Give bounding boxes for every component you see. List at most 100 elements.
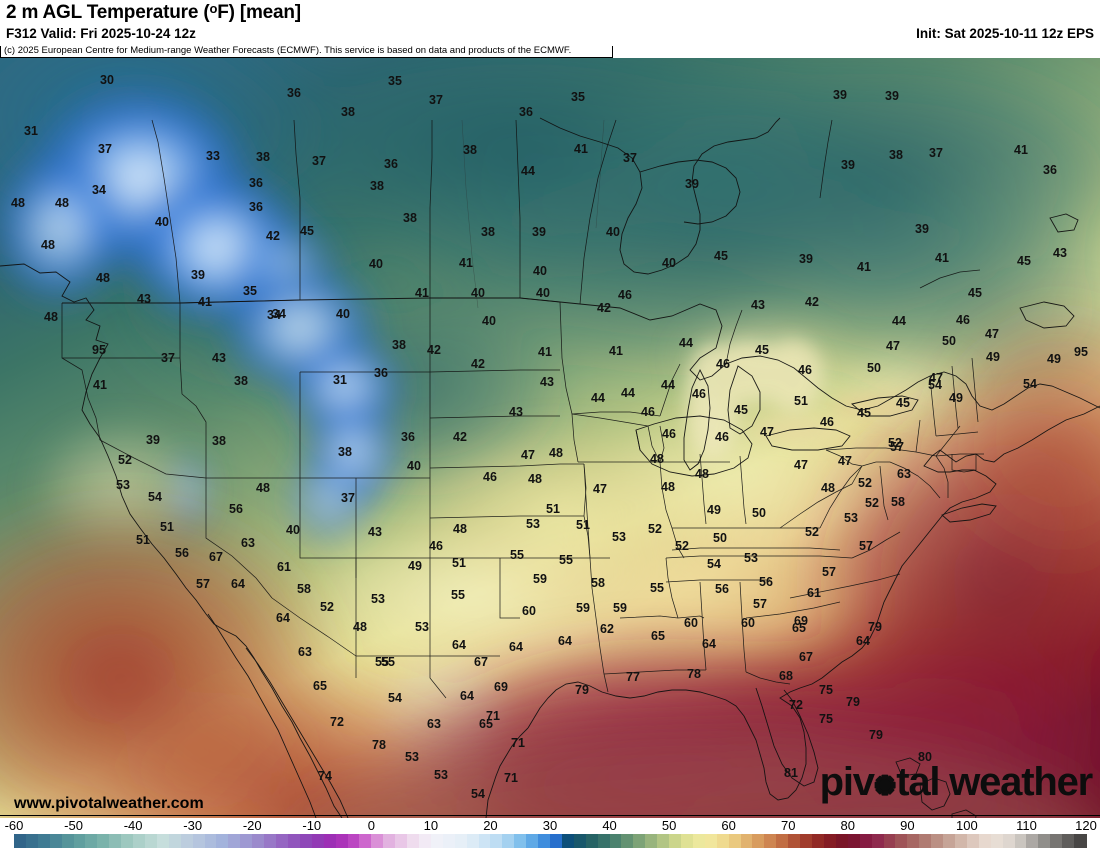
- colorbar-segment: [407, 834, 420, 848]
- colorbar-segment: [395, 834, 408, 848]
- colorbar[interactable]: -60 -50 -40 -30 -20 -10 0 10 20 30 40 50 60 70 80 90 100…: [0, 818, 1100, 850]
- colorbar-segment: [311, 834, 325, 848]
- great-lakes-tint: [686, 340, 916, 461]
- colorbar-segment: [228, 834, 241, 848]
- colorbar-segment: [609, 834, 623, 848]
- colorbar-segment: [276, 834, 289, 848]
- colorbar-tick-labels: -60 -50 -40 -30 -20 -10 0 10 20 30 40 50 60 70 80 90 100…: [0, 818, 1100, 833]
- colorbar-segment: [514, 834, 527, 848]
- colorbar-segment: [61, 834, 75, 848]
- colorbar-segment: [954, 834, 968, 848]
- page-title: 2 m AGL Temperature (oF) [mean]: [6, 1, 301, 24]
- newfoundland: [1019, 301, 1075, 329]
- colorbar-segment: [895, 834, 908, 848]
- colorbar-segment: [919, 834, 932, 848]
- degree-symbol: o: [209, 1, 218, 16]
- colorbar-tick: -30: [183, 818, 203, 833]
- colorbar-segment: [25, 834, 39, 848]
- colorbar-segment: [490, 834, 503, 848]
- brand-text-after: tal weather: [896, 760, 1093, 804]
- colorbar-tick: 50: [661, 818, 677, 833]
- colorbar-segment: [538, 834, 551, 848]
- colorbar-segment: [204, 834, 218, 848]
- colorbar-tick: 30: [542, 818, 558, 833]
- colorbar-segment: [216, 834, 230, 848]
- colorbar-segment: [299, 834, 313, 848]
- colorbar-segment: [823, 834, 837, 848]
- colorbar-segment: [764, 834, 777, 848]
- colorbar-tick: 90: [900, 818, 915, 833]
- colorbar-segment: [1074, 834, 1087, 848]
- map-canvas[interactable]: [0, 58, 1100, 818]
- lake-erie: [765, 427, 851, 451]
- texas-mexico-coast: [485, 727, 529, 818]
- colorbar-gradient[interactable]: [14, 834, 1087, 848]
- colorbar-segment: [669, 834, 682, 848]
- colorbar-segment: [871, 834, 885, 848]
- colorbar-segment: [681, 834, 694, 848]
- attribution-box: (c) 2025 European Centre for Medium-rang…: [0, 44, 613, 58]
- colorbar-segment: [14, 834, 27, 848]
- colorbar-segment: [442, 834, 456, 848]
- colorbar-segment: [943, 834, 956, 848]
- colorbar-segment: [1014, 834, 1028, 848]
- colorbar-segment: [418, 834, 432, 848]
- colorbar-segment: [812, 834, 825, 848]
- colorbar-tick: -50: [64, 818, 83, 833]
- colorbar-tick: 120: [1075, 818, 1097, 833]
- long-island: [941, 503, 997, 523]
- colorbar-segment: [359, 834, 372, 848]
- colorbar-segment: [550, 834, 563, 848]
- lake-ontario: [851, 395, 919, 417]
- colorbar-segment: [1026, 834, 1039, 848]
- colorbar-segment: [657, 834, 670, 848]
- valid-time-label: F312 Valid: Fri 2025-10-24 12z: [6, 26, 196, 41]
- bahamas-a: [919, 777, 951, 811]
- colorbar-tick: -60: [4, 818, 24, 833]
- colorbar-segment: [1062, 834, 1075, 848]
- colorbar-segment: [966, 834, 980, 848]
- atlantic-gulf-coastline: [527, 405, 1100, 801]
- colorbar-segment: [847, 834, 861, 848]
- bahamas-c: [895, 757, 921, 777]
- colorbar-segment: [156, 834, 170, 848]
- hudson-bay-inner: [639, 159, 741, 225]
- colorbar-segment: [168, 834, 182, 848]
- pacific-coastline: [0, 263, 343, 818]
- snow-cold-core: [0, 83, 405, 544]
- colorbar-segment: [692, 834, 706, 848]
- gear-icon: [874, 774, 896, 796]
- site-url-watermark[interactable]: www.pivotalweather.com: [14, 795, 204, 812]
- colorbar-tick: 20: [483, 818, 498, 833]
- colorbar-segment: [240, 834, 253, 848]
- florida: [755, 687, 819, 787]
- title-tail: F) [mean]: [217, 2, 301, 23]
- colorbar-segment: [49, 834, 63, 848]
- colorbar-segment: [859, 834, 873, 848]
- colorbar-segment: [633, 834, 646, 848]
- colorbar-segment: [788, 834, 801, 848]
- colorbar-segment: [180, 834, 194, 848]
- colorbar-tick: -40: [123, 818, 143, 833]
- colorbar-segment: [561, 834, 575, 848]
- colorbar-segment: [752, 834, 766, 848]
- colorbar-segment: [990, 834, 1004, 848]
- colorbar-segment: [931, 834, 944, 848]
- colorbar-tick: 10: [423, 818, 439, 833]
- lake-superior: [635, 415, 753, 477]
- colorbar-segment: [335, 834, 349, 848]
- colorbar-segment: [597, 834, 611, 848]
- bahamas-b: [951, 809, 977, 818]
- colorbar-segment: [192, 834, 206, 848]
- title-main: 2 m AGL Temperature (: [6, 2, 210, 23]
- colorbar-segment: [907, 834, 920, 848]
- colorbar-segment: [347, 834, 361, 848]
- colorbar-segment: [264, 834, 277, 848]
- colorbar-tick: 0: [367, 818, 375, 833]
- colorbar-tick: 80: [840, 818, 855, 833]
- header-bar: 2 m AGL Temperature (oF) [mean] F312 Val…: [0, 0, 1100, 46]
- colorbar-segment: [430, 834, 444, 848]
- colorbar-segment: [704, 834, 718, 848]
- colorbar-segment: [37, 834, 51, 848]
